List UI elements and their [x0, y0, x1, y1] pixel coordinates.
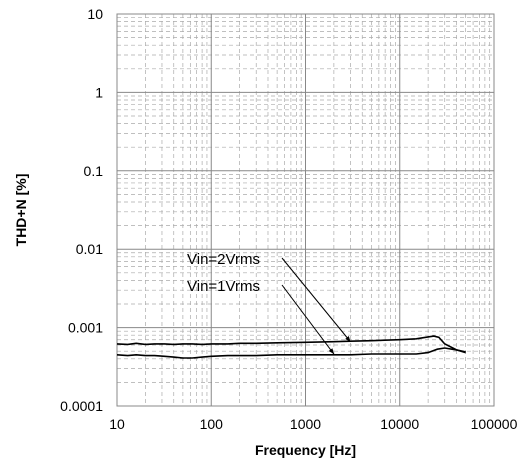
- annotation-layer: Vin=2Vrms Vin=1Vrms: [187, 251, 351, 355]
- annotation-arrowhead-2: [328, 348, 334, 355]
- y-tick-label: 0.1: [84, 163, 104, 179]
- y-axis-title: THD+N [%]: [13, 174, 29, 247]
- series-layer: [116, 335, 466, 359]
- annotation-label-2: Vin=1Vrms: [187, 278, 260, 295]
- x-tick-labels: 10 100 1000 10000 100000: [109, 416, 517, 432]
- plot-frame: [116, 13, 495, 407]
- y-tick-label: 0.01: [76, 241, 103, 257]
- y-tick-label: 0.001: [68, 320, 103, 336]
- y-tick-label: 1: [95, 84, 103, 100]
- x-tick-label: 10000: [380, 416, 419, 432]
- y-tick-label: 0.0001: [60, 398, 103, 414]
- y-tick-labels: 10 1 0.1 0.01 0.001 0.0001: [60, 6, 103, 414]
- x-axis-title: Frequency [Hz]: [255, 442, 356, 458]
- series-line-2: [116, 347, 466, 359]
- annotation-label-1: Vin=2Vrms: [187, 251, 260, 268]
- y-tick-label: 10: [87, 6, 103, 22]
- series-line-1: [116, 335, 466, 354]
- x-tick-label: 1000: [290, 416, 321, 432]
- x-tick-label: 10: [109, 416, 125, 432]
- grid-layer: [116, 13, 495, 407]
- x-tick-label: 100: [200, 416, 224, 432]
- annotation-leader-1: [281, 257, 351, 343]
- annotation-arrowhead-1: [345, 335, 351, 342]
- annotation-leader-2: [281, 284, 335, 355]
- x-tick-label: 100000: [471, 416, 518, 432]
